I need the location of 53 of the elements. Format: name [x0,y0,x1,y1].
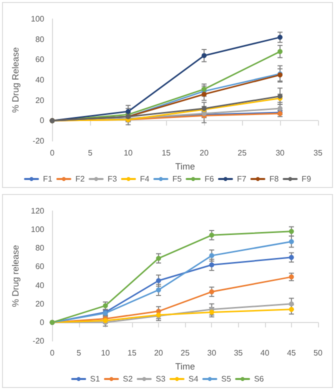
x-tick-label: 40 [260,348,270,358]
y-tick-label: 20 [35,299,45,308]
x-tick-label: 30 [207,348,217,358]
legend-label: S2 [122,374,134,384]
legend-label: S6 [254,374,264,384]
x-tick-label: 45 [286,348,296,358]
x-tick-label: 20 [200,148,210,158]
legend-label: F9 [302,174,312,184]
legend-label: F6 [204,174,215,184]
legend-label: S5 [221,374,232,384]
y-tick-label: 80 [35,34,45,44]
y-tick-label: 60 [35,55,45,64]
x-tick-label: 5 [76,348,82,358]
y-axis-title: % Drug release [10,244,20,308]
x-tick-label: 25 [180,348,190,358]
x-tick-label: 10 [100,348,110,358]
x-tick-label: 35 [314,148,323,158]
x-tick-label: 15 [128,348,137,358]
legend-label: F1 [42,174,53,184]
x-tick-label: 30 [276,148,286,158]
y-tick-label: 100 [30,14,45,24]
legend-label: S3 [156,374,166,384]
y-tick-label: 0 [40,318,45,327]
x-axis-title: Time [175,161,195,172]
y-tick-label: 80 [35,244,45,253]
x-tick-label: 0 [50,348,56,358]
x-tick-label: 0 [50,148,56,158]
x-tick-label: 20 [154,348,164,358]
legend-label: F4 [140,174,150,184]
x-tick-label: 5 [88,148,93,158]
y-axis-title: % Drug Release [10,47,20,113]
legend-label: F5 [172,174,182,184]
legend-label: F3 [108,174,118,184]
y-tick-label: 120 [30,206,45,216]
legend-label: S4 [188,374,199,384]
legend-label: S1 [90,374,100,384]
y-tick-label: 40 [35,280,45,290]
y-tick-label: 100 [30,225,45,234]
y-tick-label: -20 [32,336,45,346]
x-tick-label: 35 [234,348,244,358]
y-tick-label: -20 [32,136,45,146]
y-tick-label: 40 [35,76,45,84]
x-tick-label: 10 [124,148,134,158]
legend-label: F8 [269,174,280,184]
x-axis-title: Time [175,361,195,372]
x-tick-label: 15 [162,148,172,158]
y-tick-label: 20 [35,96,45,105]
y-tick-label: 60 [35,262,45,272]
x-tick-label: 50 [314,348,323,358]
legend-label: F2 [75,174,86,184]
legend-label: F7 [237,174,247,184]
x-tick-label: 25 [238,148,248,158]
y-tick-label: 0 [40,116,45,126]
